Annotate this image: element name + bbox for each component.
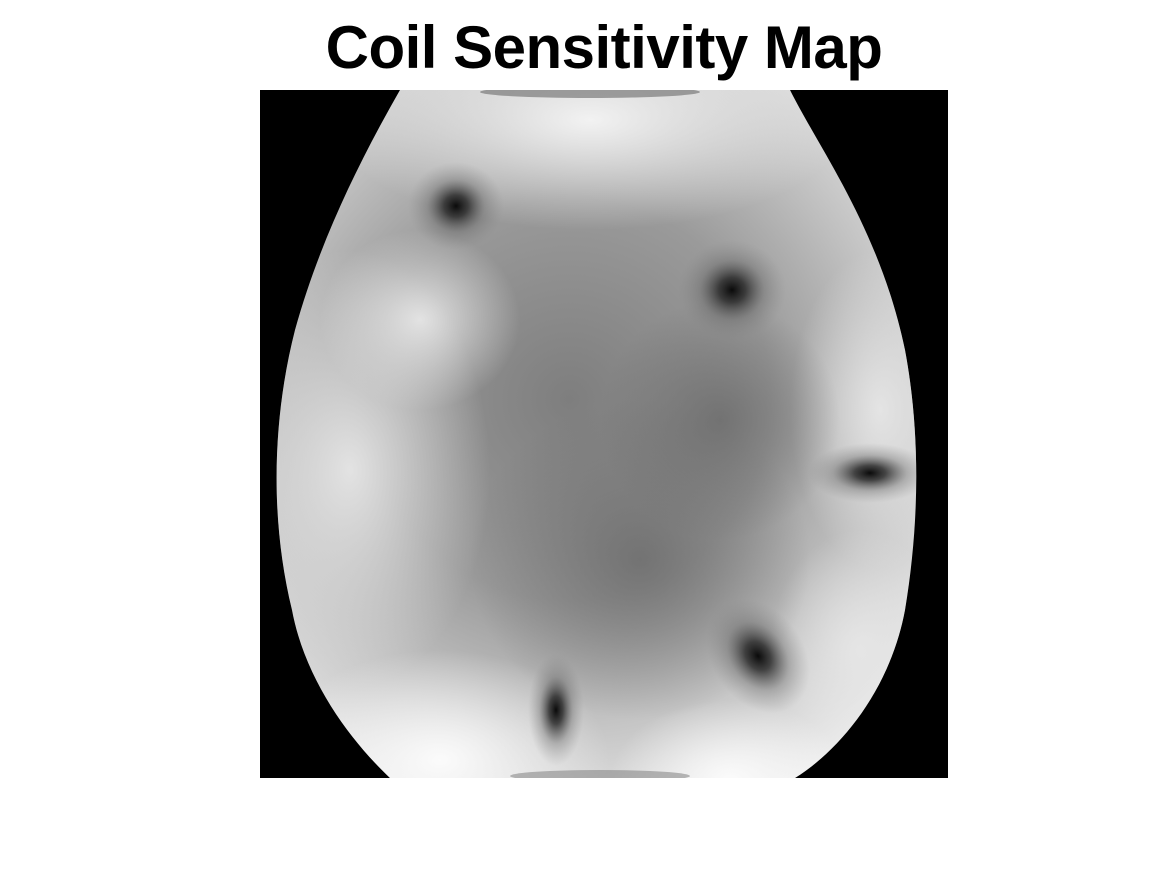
coil-sensitivity-image <box>260 90 948 778</box>
image-axes <box>260 90 948 778</box>
figure-title: Coil Sensitivity Map <box>325 14 883 81</box>
